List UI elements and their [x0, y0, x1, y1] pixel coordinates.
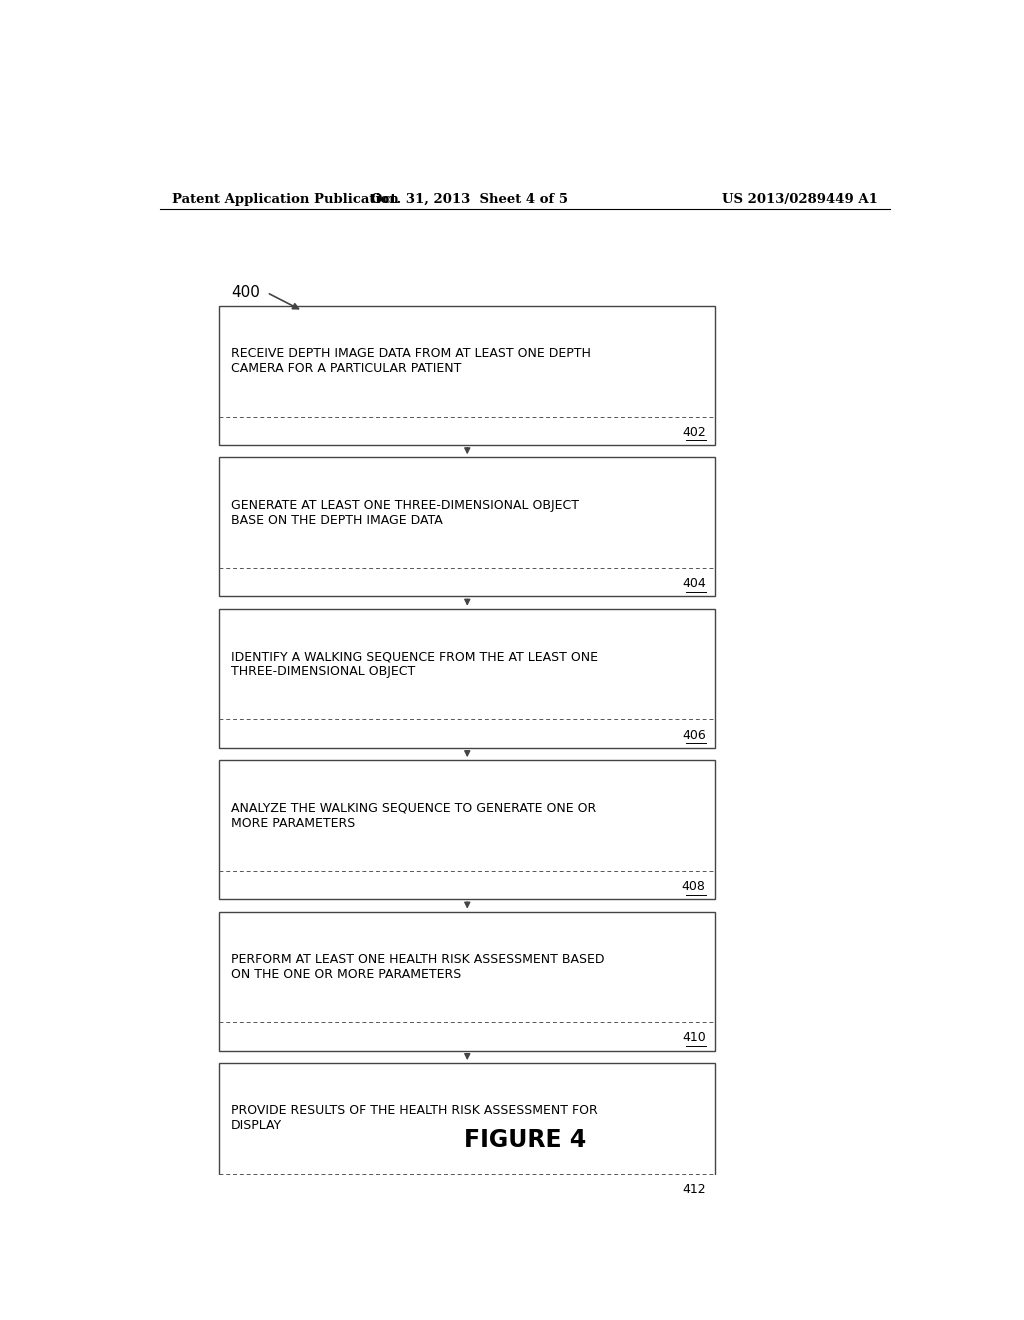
Text: GENERATE AT LEAST ONE THREE-DIMENSIONAL OBJECT
BASE ON THE DEPTH IMAGE DATA: GENERATE AT LEAST ONE THREE-DIMENSIONAL …	[231, 499, 580, 527]
Text: 400: 400	[231, 285, 260, 300]
Text: Patent Application Publication: Patent Application Publication	[172, 193, 398, 206]
Bar	[219, 760, 715, 899]
Bar	[219, 912, 715, 1051]
Bar	[219, 457, 715, 597]
Text: PROVIDE RESULTS OF THE HEALTH RISK ASSESSMENT FOR
DISPLAY: PROVIDE RESULTS OF THE HEALTH RISK ASSES…	[231, 1105, 598, 1133]
Text: 404: 404	[682, 577, 706, 590]
Text: 412: 412	[682, 1183, 706, 1196]
Text: ANALYZE THE WALKING SEQUENCE TO GENERATE ONE OR
MORE PARAMETERS: ANALYZE THE WALKING SEQUENCE TO GENERATE…	[231, 801, 596, 829]
Text: 408: 408	[682, 880, 706, 894]
Bar	[219, 306, 715, 445]
Bar	[219, 1063, 715, 1203]
Bar	[219, 609, 715, 748]
Text: 402: 402	[682, 426, 706, 438]
Text: FIGURE 4: FIGURE 4	[464, 1129, 586, 1152]
Text: IDENTIFY A WALKING SEQUENCE FROM THE AT LEAST ONE
THREE-DIMENSIONAL OBJECT: IDENTIFY A WALKING SEQUENCE FROM THE AT …	[231, 649, 598, 678]
Text: 410: 410	[682, 1031, 706, 1044]
Text: RECEIVE DEPTH IMAGE DATA FROM AT LEAST ONE DEPTH
CAMERA FOR A PARTICULAR PATIENT: RECEIVE DEPTH IMAGE DATA FROM AT LEAST O…	[231, 347, 591, 375]
Text: US 2013/0289449 A1: US 2013/0289449 A1	[722, 193, 878, 206]
Text: PERFORM AT LEAST ONE HEALTH RISK ASSESSMENT BASED
ON THE ONE OR MORE PARAMETERS: PERFORM AT LEAST ONE HEALTH RISK ASSESSM…	[231, 953, 604, 981]
Text: Oct. 31, 2013  Sheet 4 of 5: Oct. 31, 2013 Sheet 4 of 5	[371, 193, 567, 206]
Text: 406: 406	[682, 729, 706, 742]
